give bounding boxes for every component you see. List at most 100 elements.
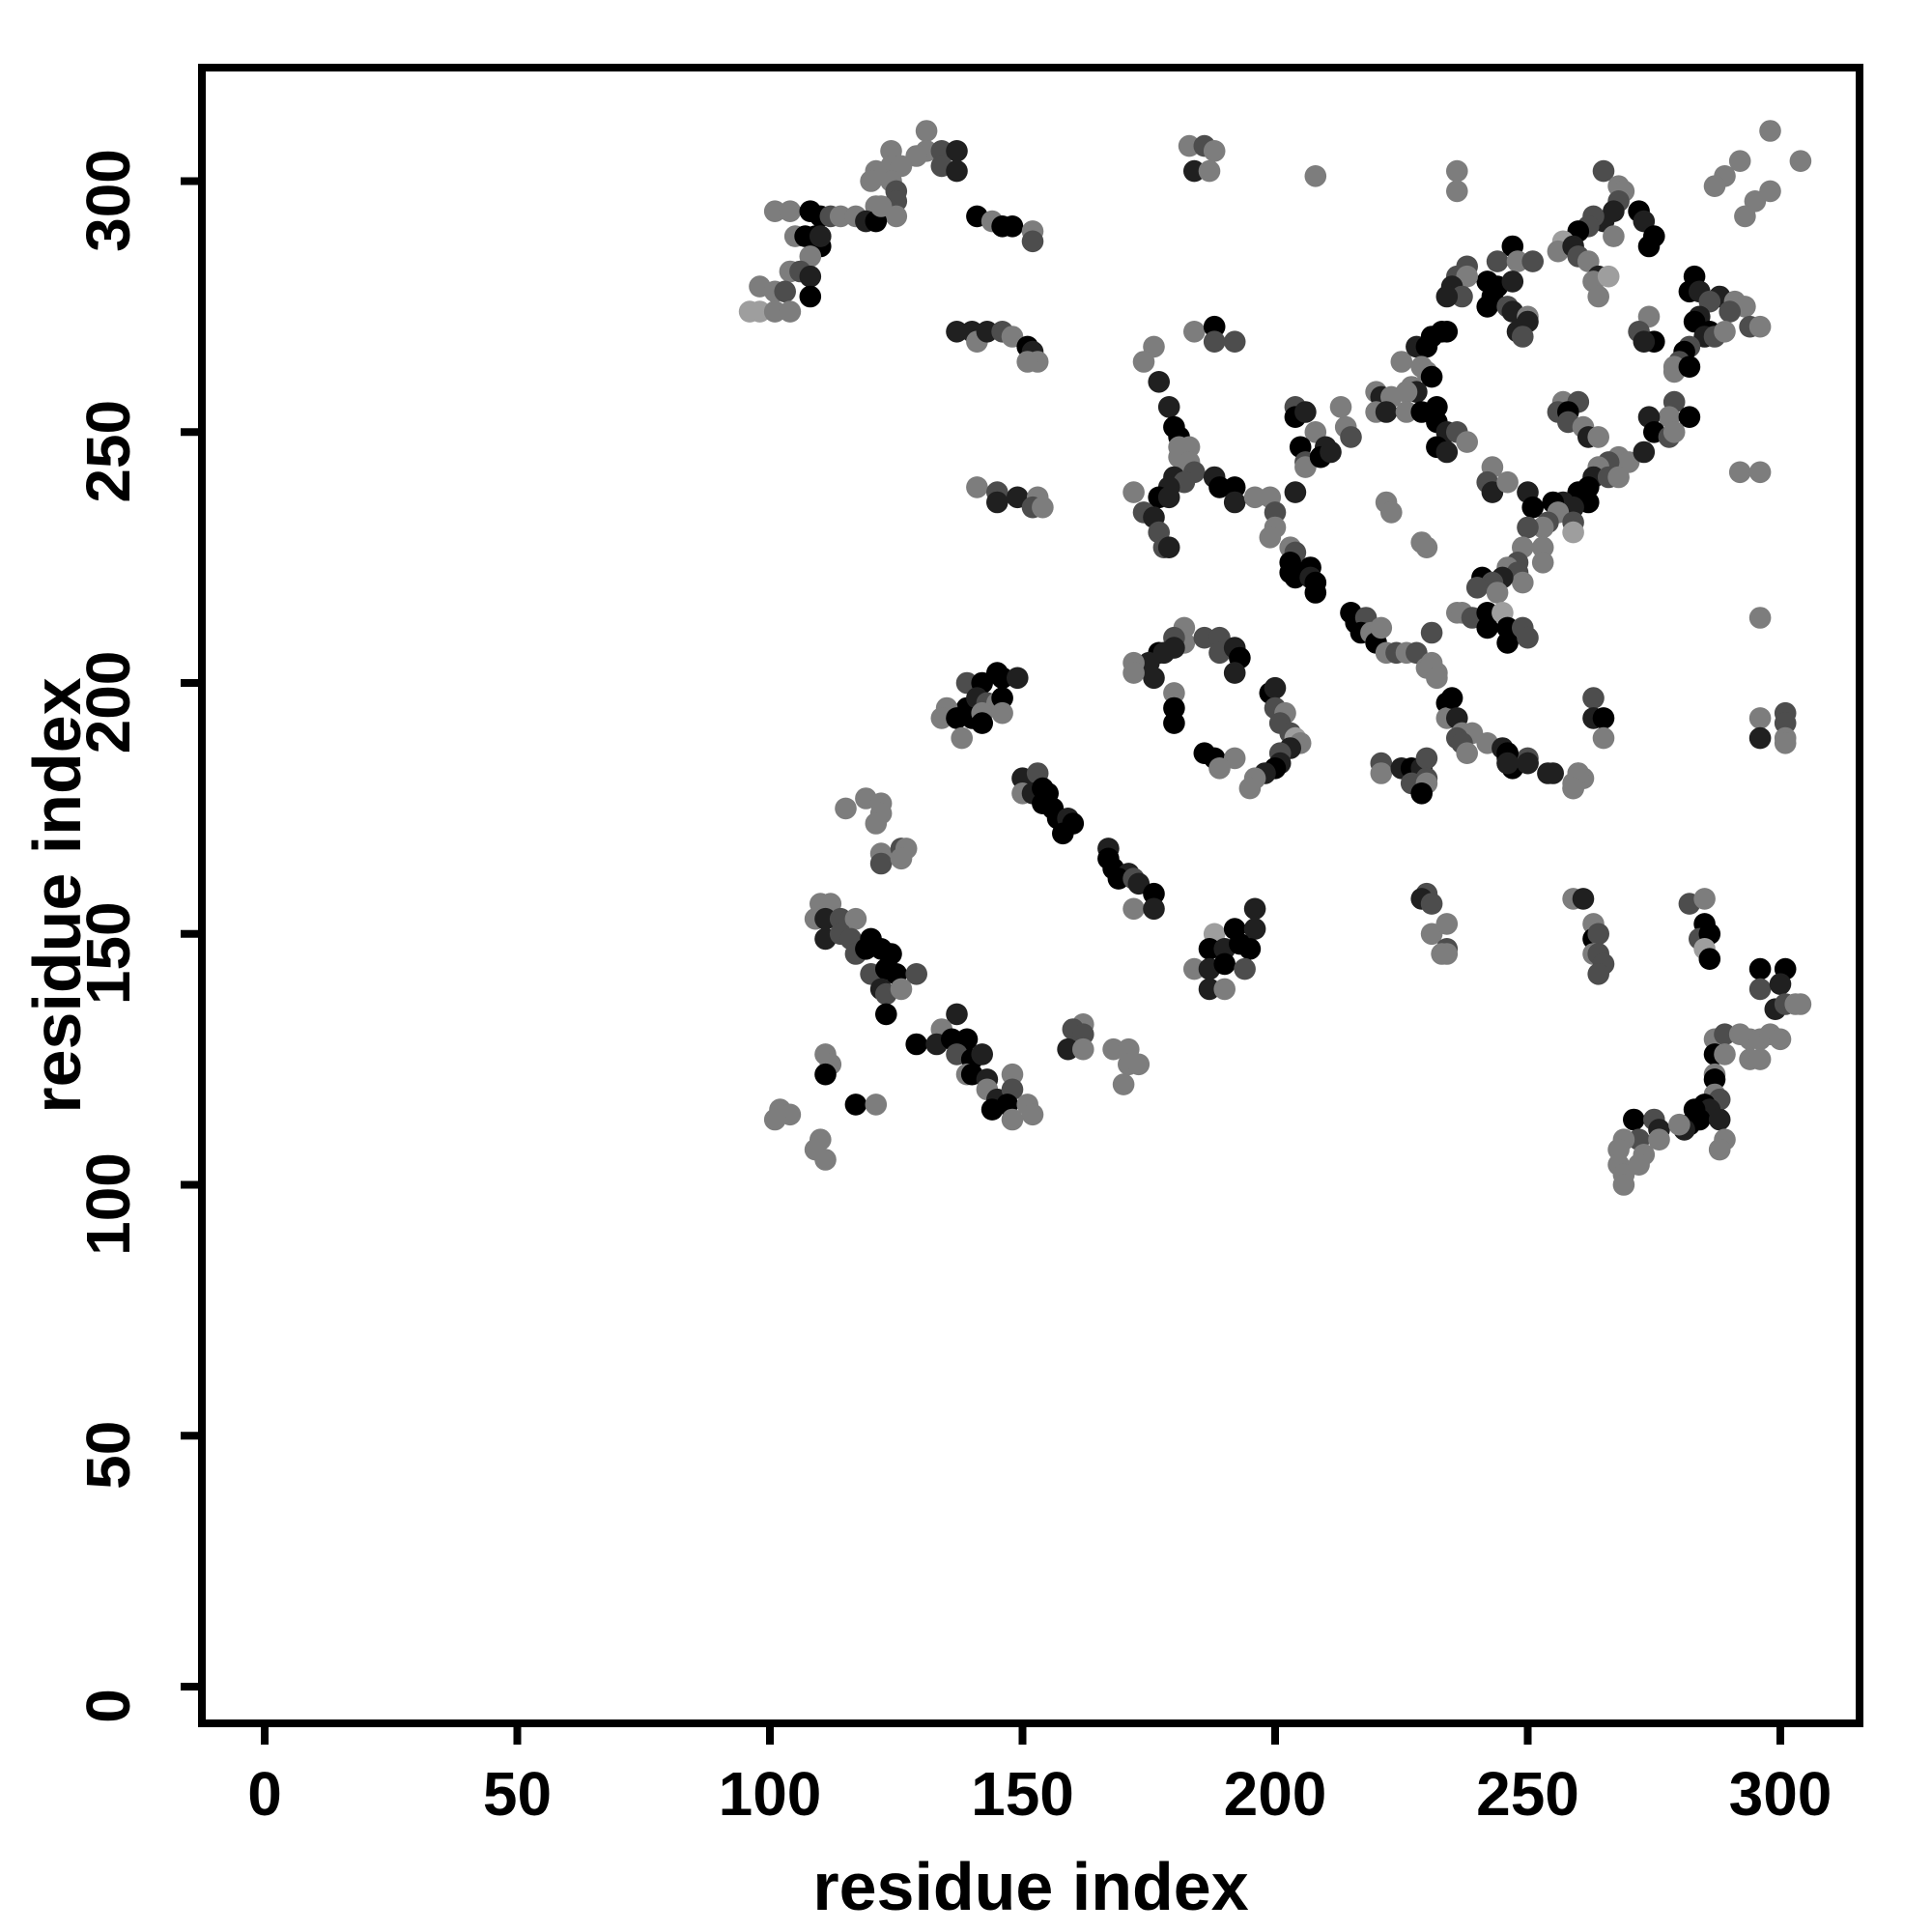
contact-point (1562, 777, 1584, 800)
x-tick-label: 50 (483, 1759, 552, 1829)
contact-point (749, 300, 771, 323)
contact-point (1708, 1108, 1731, 1131)
contact-point (1264, 501, 1287, 524)
contact-point (991, 667, 1013, 690)
contact-point (1748, 978, 1772, 1001)
contact-point (1512, 571, 1534, 594)
contact-point (1294, 401, 1317, 423)
contact-point (1284, 481, 1307, 503)
contact-point (1415, 747, 1438, 770)
contact-point (1021, 230, 1044, 253)
contact-point (1435, 913, 1459, 935)
contact-point (1132, 351, 1155, 373)
contact-point (1714, 1043, 1736, 1065)
contact-point (1127, 1053, 1151, 1076)
y-tick-label: 150 (73, 901, 143, 1005)
contact-point (1435, 321, 1459, 343)
contact-point (1223, 330, 1246, 354)
contact-point (1234, 957, 1256, 980)
contact-point (1304, 165, 1327, 187)
contact-point (1728, 461, 1751, 484)
contact-point (844, 1094, 867, 1116)
contact-point (799, 265, 822, 288)
contact-point (814, 907, 837, 930)
contact-point (814, 1063, 837, 1086)
contact-point (1582, 687, 1605, 709)
contact-point (1223, 476, 1246, 498)
contact-point (1637, 235, 1661, 258)
contact-point (814, 1149, 837, 1171)
contact-point (1714, 321, 1736, 343)
contact-point (971, 712, 993, 734)
contact-point (1521, 496, 1544, 519)
contact-point (1415, 536, 1438, 558)
contact-point (1678, 406, 1701, 429)
contact-point (1304, 582, 1327, 604)
contact-point (1238, 938, 1262, 960)
contact-point (1748, 707, 1772, 729)
contact-point (1748, 726, 1772, 750)
y-tick-label: 50 (73, 1421, 143, 1490)
contact-point (1375, 401, 1398, 423)
contact-point (1517, 752, 1539, 775)
contact-point (1122, 897, 1145, 921)
contact-point (1451, 285, 1473, 308)
contact-point (1748, 607, 1772, 629)
contact-point (1728, 150, 1751, 172)
contact-point (1395, 401, 1418, 423)
contact-point (1476, 296, 1498, 318)
contact-point (1774, 732, 1797, 754)
contact-point (1607, 466, 1630, 489)
contact-point (1203, 140, 1226, 162)
contact-point (1592, 159, 1615, 183)
contact-point (1148, 371, 1170, 393)
contact-point (1789, 150, 1812, 172)
contact-point (1021, 1103, 1044, 1126)
contact-point (991, 701, 1013, 724)
contact-point (1789, 993, 1812, 1015)
contact-point (1016, 351, 1038, 373)
x-tick-label: 300 (1729, 1759, 1833, 1829)
y-axis-title: residue index (19, 677, 95, 1113)
contact-point (1370, 616, 1393, 639)
contact-point (1420, 621, 1443, 644)
contact-point (1496, 616, 1519, 639)
contact-point (1501, 270, 1524, 293)
contact-point (860, 170, 882, 192)
contact-point (1587, 285, 1609, 308)
x-tick-label: 150 (971, 1759, 1074, 1829)
contact-point (1572, 888, 1595, 910)
contact-point (1703, 1068, 1726, 1091)
contact-point (1420, 893, 1443, 915)
contact-point (1456, 431, 1478, 453)
contact-point (1183, 957, 1206, 980)
contact-point (1243, 918, 1266, 940)
contact-point (890, 978, 913, 1001)
plot-box (198, 64, 1863, 1727)
contact-point (1612, 1174, 1635, 1196)
contact-point (1668, 1113, 1690, 1136)
contact-point (1496, 632, 1519, 654)
contact-point (1157, 396, 1180, 418)
contact-point (1390, 351, 1413, 373)
contact-point (1157, 536, 1180, 558)
contact-point (1769, 1028, 1792, 1051)
contact-point (1708, 1138, 1731, 1161)
contact-point (946, 1003, 968, 1026)
contact-point (1587, 923, 1609, 946)
contact-point (1633, 440, 1656, 464)
contact-point (1001, 1063, 1024, 1086)
contact-point (1032, 496, 1054, 519)
axes: 0 50 100 150 200 250 300 0 50 100 150 200 250 300 (73, 149, 1832, 1829)
contact-point (1748, 461, 1772, 484)
contact-point (930, 140, 953, 162)
contact-point (865, 812, 888, 835)
contact-point (1072, 1037, 1094, 1061)
contact-point (1623, 1108, 1645, 1131)
contact-point (829, 205, 852, 228)
x-tick-label: 100 (719, 1759, 822, 1829)
contact-point (1748, 957, 1772, 980)
contact-point (1517, 626, 1539, 649)
contact-point (946, 707, 968, 729)
